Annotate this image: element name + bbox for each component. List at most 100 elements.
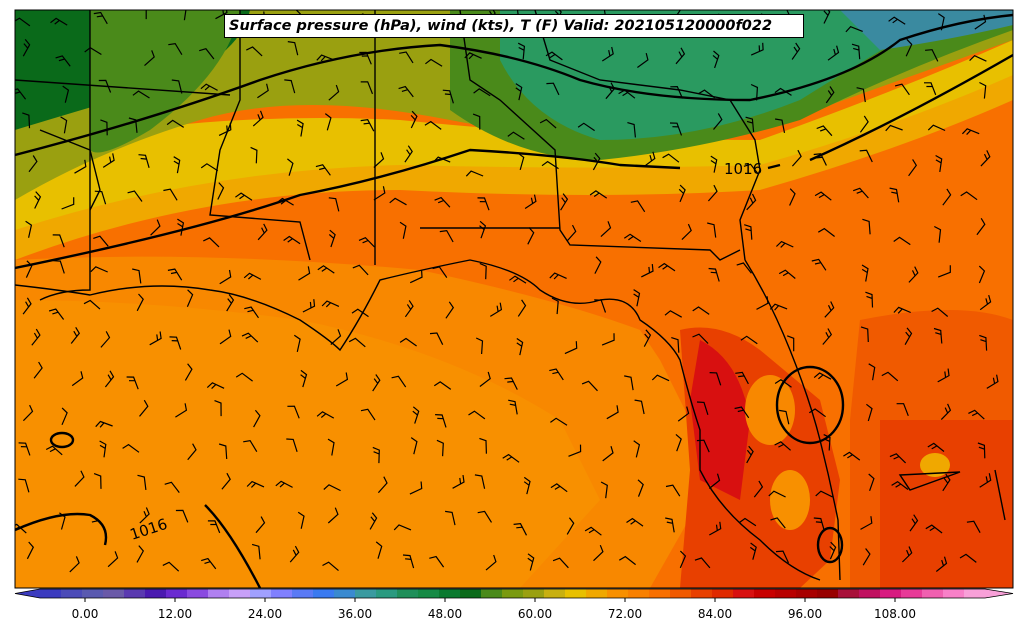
wind-barb xyxy=(94,190,107,205)
wind-barb xyxy=(630,200,646,213)
wind-barb xyxy=(924,82,937,96)
wind-barb xyxy=(974,14,987,30)
colorbar-swatch xyxy=(565,589,587,598)
wind-barb xyxy=(845,25,863,33)
wind-barb xyxy=(98,79,112,93)
wind-barb xyxy=(813,372,832,380)
colorbar-tick-label: 0.00 xyxy=(71,607,99,621)
wind-barb xyxy=(328,84,340,101)
wind-barb xyxy=(811,258,827,271)
isobar xyxy=(809,53,1013,162)
wind-barb xyxy=(979,473,992,488)
wind-barb xyxy=(778,269,796,279)
wind-barb xyxy=(677,406,690,422)
wind-barb xyxy=(475,337,484,355)
wind-barb xyxy=(175,509,189,523)
wind-barb xyxy=(893,306,911,314)
wind-barb xyxy=(746,193,757,211)
wind-barb xyxy=(909,514,919,532)
wind-barb xyxy=(298,266,311,281)
wind-barb xyxy=(360,408,376,421)
wind-barb xyxy=(696,401,709,415)
wind-barb xyxy=(934,225,942,243)
wind-barb xyxy=(651,374,670,382)
colorbar-swatch xyxy=(670,589,692,598)
wind-barb xyxy=(399,337,417,347)
wind-barb xyxy=(323,484,341,492)
wind-barb xyxy=(986,374,999,389)
colorbar-swatch xyxy=(544,589,566,598)
wind-barb xyxy=(618,89,636,99)
wind-barb xyxy=(813,517,825,532)
wind-barb xyxy=(284,79,296,94)
wind-barb xyxy=(358,236,375,248)
wind-barb xyxy=(696,439,710,453)
wind-barb xyxy=(203,237,220,248)
colorbar-swatch xyxy=(166,589,188,598)
wind-barb xyxy=(593,544,604,562)
colorbar-tick-label: 84.00 xyxy=(697,607,733,621)
wind-barb xyxy=(824,301,835,318)
wind-barb xyxy=(551,297,559,315)
wind-barb xyxy=(942,188,952,206)
colorbar-swatch xyxy=(859,589,881,598)
wind-barb xyxy=(372,446,380,464)
wind-barb xyxy=(823,434,831,451)
wind-barb xyxy=(144,50,155,67)
wind-barb xyxy=(452,475,465,489)
wind-barb xyxy=(100,119,108,136)
wind-barb xyxy=(410,110,418,129)
wind-barb xyxy=(255,516,266,534)
wind-barb xyxy=(862,218,871,235)
wind-barb xyxy=(226,294,235,312)
wind-barb xyxy=(889,453,907,464)
wind-barb xyxy=(774,441,791,451)
plot-frame xyxy=(14,9,1014,589)
wind-barb xyxy=(896,403,909,417)
wind-barb xyxy=(175,403,188,418)
wind-barb xyxy=(602,446,614,462)
wind-barb xyxy=(933,327,943,344)
wind-barb xyxy=(681,223,692,241)
wind-barb xyxy=(404,145,413,163)
wind-barb xyxy=(93,473,102,489)
colorbar-swatch xyxy=(250,589,272,598)
wind-barb xyxy=(843,451,861,461)
colorbar-tick-label: 60.00 xyxy=(517,607,553,621)
wind-barb xyxy=(627,122,636,138)
wind-barb xyxy=(235,192,253,201)
wind-barb xyxy=(464,52,482,60)
wind-barb xyxy=(937,13,945,31)
wind-barb xyxy=(861,264,869,282)
wind-barb xyxy=(605,82,616,100)
wind-barb xyxy=(477,197,490,211)
wind-barb xyxy=(34,191,42,209)
wind-barb xyxy=(745,116,755,133)
wind-barb xyxy=(508,399,518,415)
wind-barb xyxy=(360,81,374,95)
wind-barb xyxy=(549,272,567,280)
wind-barb xyxy=(735,371,749,385)
wind-barb xyxy=(166,119,185,128)
wind-barb xyxy=(74,159,87,174)
wind-barb xyxy=(670,85,684,99)
wind-barb xyxy=(360,119,375,132)
wind-barb xyxy=(149,331,162,346)
wind-barb xyxy=(22,39,31,57)
wind-barb xyxy=(808,408,826,418)
temperature-field-gulf-warm xyxy=(15,300,600,588)
wind-barb xyxy=(28,155,38,173)
isobar-label: 1016 xyxy=(724,160,762,178)
colorbar-swatch xyxy=(481,589,503,598)
wind-barb xyxy=(977,442,986,459)
wind-barb xyxy=(485,554,497,571)
colorbar-swatch xyxy=(775,589,797,598)
wind-barb xyxy=(33,361,43,379)
wind-barb xyxy=(815,490,833,498)
colorbar-swatch xyxy=(187,589,209,598)
wind-barb xyxy=(102,153,115,168)
wind-barb xyxy=(710,155,718,173)
wind-barb xyxy=(404,300,414,318)
wind-barb xyxy=(749,542,757,560)
